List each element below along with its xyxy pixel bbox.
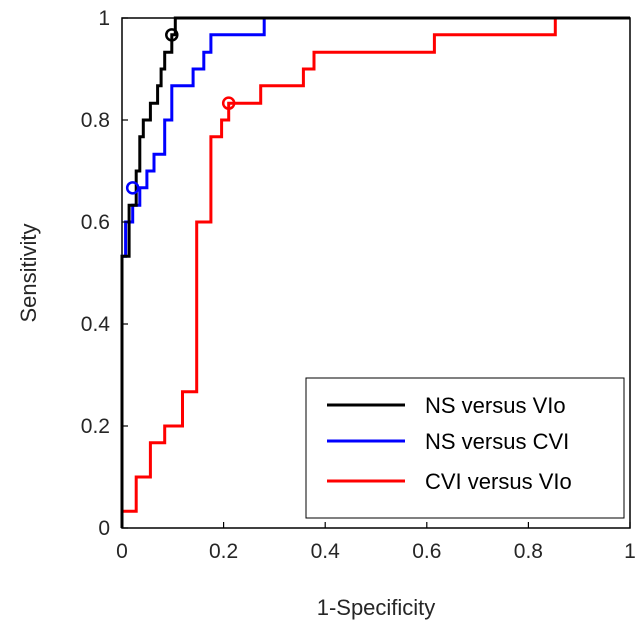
x-tick-label: 0.6 xyxy=(412,540,441,563)
x-tick-label: 0.8 xyxy=(514,540,543,563)
x-tick-label: 1 xyxy=(624,540,635,563)
series-line xyxy=(120,16,630,528)
legend-label-ns-vs-cvi: NS versus CVI xyxy=(425,429,569,454)
y-tick-label: 0.4 xyxy=(81,313,111,336)
optimal-point-marker xyxy=(125,181,140,195)
legend: NS versus VIo NS versus CVI CVI versus V… xyxy=(305,377,625,519)
legend-label-cvi-vs-vio: CVI versus VIo xyxy=(425,469,572,494)
y-tick-label: 0 xyxy=(98,517,110,540)
y-tick-label: 0.8 xyxy=(81,109,110,132)
x-tick-label: 0.2 xyxy=(209,540,238,563)
optimal-point-marker xyxy=(165,28,179,42)
x-axis-label: 1-Specificity xyxy=(317,595,436,620)
legend-label-ns-vs-vio: NS versus VIo xyxy=(425,393,566,418)
legend-box xyxy=(305,377,625,519)
optimal-point-marker xyxy=(221,96,236,110)
x-tick-label: 0 xyxy=(116,540,128,563)
y-tick-label: 0.2 xyxy=(81,415,110,438)
x-tick-label: 0.4 xyxy=(311,540,341,563)
y-tick-label: 1 xyxy=(98,7,110,30)
series-line xyxy=(120,16,630,512)
y-tick-label: 0.6 xyxy=(81,211,110,234)
series-layer xyxy=(120,16,630,528)
y-axis-label: Sensitivity xyxy=(16,223,41,322)
series-line xyxy=(120,16,630,528)
axis-ticks: 0 0.2 0.4 0.6 0.8 1 0 0.2 0.4 0.6 0.8 1 xyxy=(81,7,635,563)
